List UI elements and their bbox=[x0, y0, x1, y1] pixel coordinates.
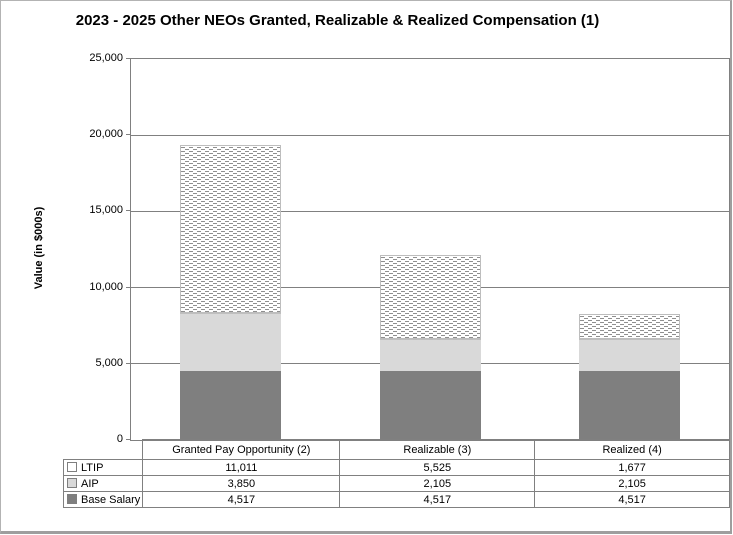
y-tick-label: 25,000 bbox=[89, 52, 123, 64]
legend-swatch-base bbox=[67, 493, 77, 504]
table-row: Base Salary 4,517 4,517 4,517 bbox=[62, 491, 730, 508]
value-cell: 11,011 bbox=[142, 459, 341, 476]
y-tick-mark bbox=[126, 134, 130, 136]
y-tick-label: 10,000 bbox=[89, 280, 123, 293]
bar-segment-ltip bbox=[180, 144, 282, 313]
stacked-bar bbox=[379, 254, 481, 440]
bar-segment-ltip bbox=[578, 313, 680, 340]
legend-cell-ltip: LTIP bbox=[62, 459, 144, 476]
bar-segment-base bbox=[578, 371, 680, 440]
stacked-bar bbox=[578, 313, 680, 440]
bar-segment-base bbox=[379, 371, 481, 440]
y-tick-label: 0 bbox=[116, 433, 123, 445]
bar-segment-aip bbox=[379, 339, 481, 372]
table-row: AIP 3,850 2,105 2,105 bbox=[62, 475, 730, 492]
table-corner bbox=[64, 440, 143, 460]
value-cell: 5,525 bbox=[339, 459, 536, 476]
y-tick-mark bbox=[126, 362, 130, 364]
legend-label: LTIP bbox=[81, 461, 104, 474]
plot-area bbox=[130, 58, 730, 441]
chart-title: 2023 - 2025 Other NEOs Granted, Realizab… bbox=[75, 12, 600, 29]
y-tick-mark bbox=[126, 210, 130, 212]
gridline bbox=[131, 210, 729, 212]
legend-label: Base Salary bbox=[81, 493, 141, 506]
y-tick-mark bbox=[126, 58, 130, 59]
value-cell: 1,677 bbox=[534, 459, 730, 476]
y-tick-label: 5,000 bbox=[95, 356, 123, 369]
value-cell: 4,517 bbox=[339, 491, 536, 508]
y-axis-title: Value (in $000s) bbox=[33, 206, 45, 290]
gridline bbox=[131, 134, 729, 136]
legend-cell-aip: AIP bbox=[62, 475, 144, 492]
table-row: LTIP 11,011 5,525 1,677 bbox=[62, 459, 730, 476]
value-cell: 4,517 bbox=[534, 491, 730, 508]
bar-segment-base bbox=[180, 371, 282, 440]
category-header: Realized (4) bbox=[534, 439, 730, 460]
bar-segment-aip bbox=[578, 339, 680, 372]
legend-swatch-ltip bbox=[67, 461, 77, 472]
bar-segment-aip bbox=[180, 312, 282, 372]
legend-cell-base: Base Salary bbox=[62, 491, 144, 508]
value-cell: 2,105 bbox=[534, 475, 730, 492]
value-cell: 3,850 bbox=[142, 475, 341, 492]
y-tick-label: 15,000 bbox=[89, 204, 123, 217]
bar-segment-ltip bbox=[379, 254, 481, 340]
category-header: Realizable (3) bbox=[339, 439, 536, 460]
y-tick-mark bbox=[126, 439, 130, 440]
value-cell: 2,105 bbox=[339, 475, 536, 492]
legend-label: AIP bbox=[81, 477, 99, 490]
y-tick-mark bbox=[126, 286, 130, 288]
stacked-bar bbox=[180, 144, 282, 440]
category-header: Granted Pay Opportunity (2) bbox=[142, 439, 341, 460]
legend-swatch-aip bbox=[67, 477, 77, 488]
y-tick-label: 20,000 bbox=[89, 128, 123, 141]
data-table: Granted Pay Opportunity (2) Realizable (3… bbox=[62, 439, 730, 508]
value-cell: 4,517 bbox=[142, 491, 341, 508]
